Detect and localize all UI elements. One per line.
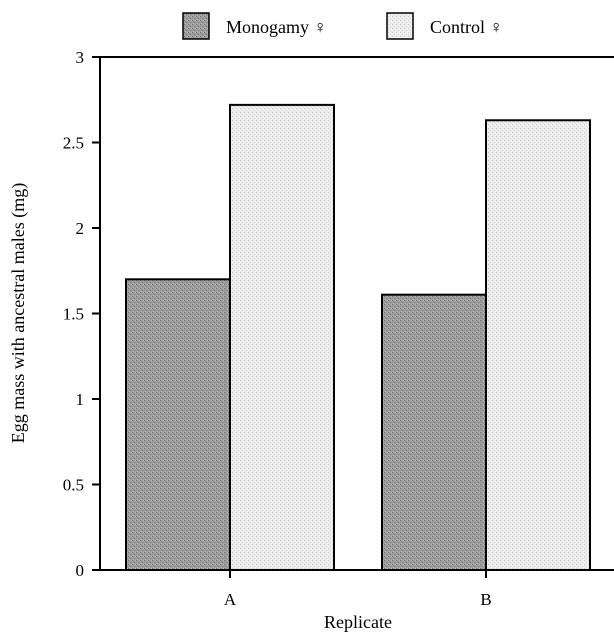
y-tick-label: 1 <box>76 390 85 409</box>
y-tick-label: 0 <box>76 561 85 580</box>
bars-group <box>125 103 591 572</box>
y-tick-label: 2.5 <box>63 134 84 153</box>
y-tick-label: 2 <box>76 219 85 238</box>
bar-monogamy-b <box>381 293 487 571</box>
legend-swatch-control <box>386 12 414 40</box>
y-tick-label: 0.5 <box>63 476 84 495</box>
legend-swatch-monogamy <box>182 12 210 40</box>
x-tick-label: B <box>480 590 491 609</box>
x-axis-title: Replicate <box>324 612 392 632</box>
legend-label-monogamy: Monogamy ♀ <box>226 17 327 37</box>
legend-label-control: Control ♀ <box>430 17 503 37</box>
x-tick-label: A <box>224 590 237 609</box>
bar-control-a <box>229 103 335 571</box>
y-tick-label: 3 <box>76 48 85 67</box>
bar-control-b <box>485 119 591 572</box>
y-axis-title: Egg mass with ancestral males (mg) <box>8 183 29 443</box>
bar-monogamy-a <box>125 278 231 571</box>
legend: Monogamy ♀ Control ♀ <box>182 12 503 40</box>
y-tick-label: 1.5 <box>63 305 84 324</box>
y-axis-ticks: 0 0.5 1 1.5 2 2.5 3 <box>63 48 100 580</box>
